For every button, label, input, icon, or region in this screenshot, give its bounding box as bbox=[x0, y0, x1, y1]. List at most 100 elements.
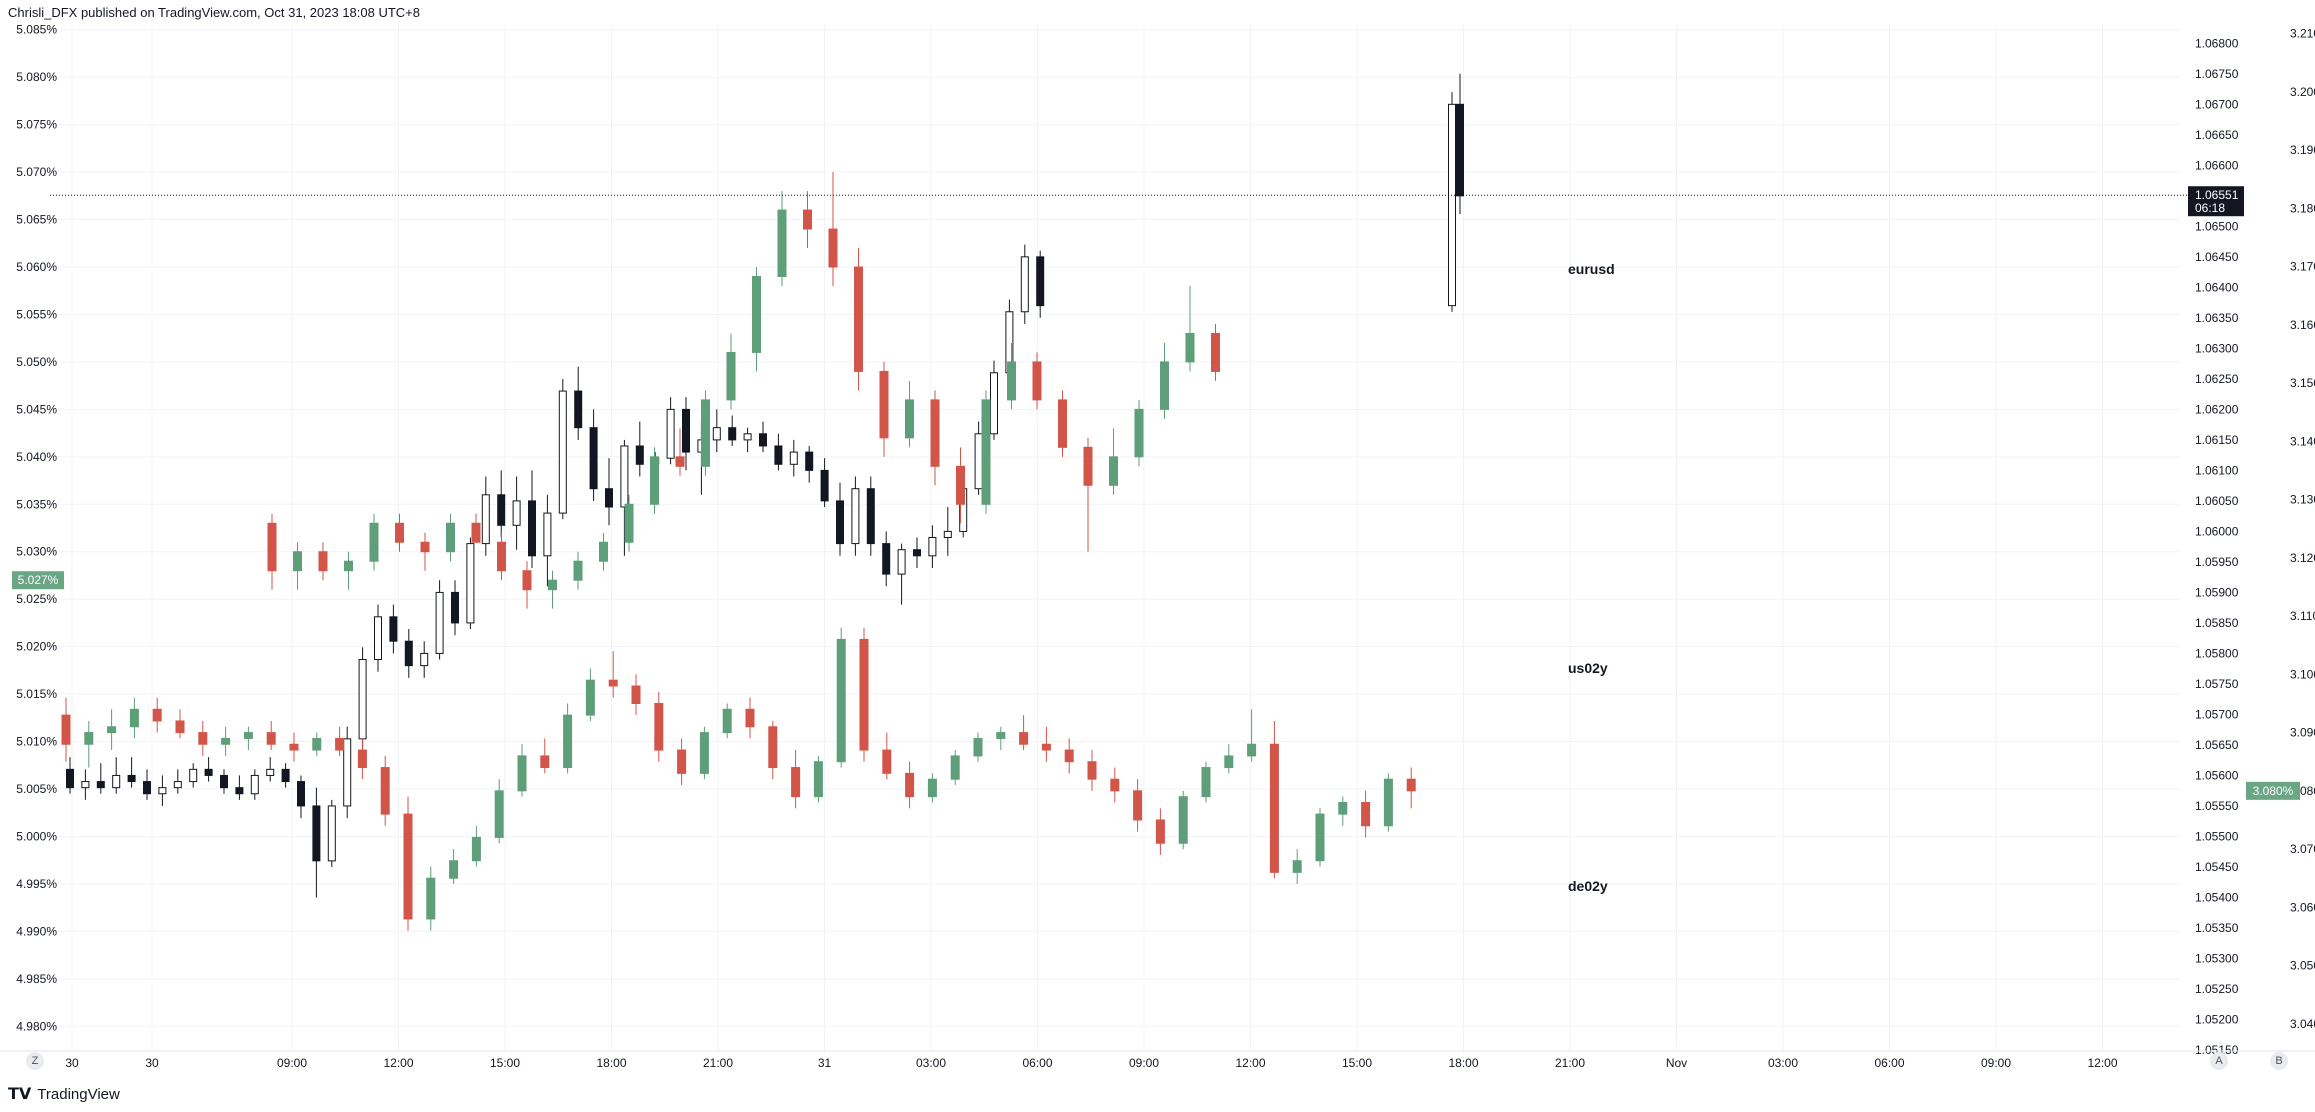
eurusd-candle-body bbox=[712, 427, 721, 441]
us02y-candle-body bbox=[828, 228, 838, 268]
de02y-candle-body bbox=[517, 755, 527, 792]
left-axis-tick-label: 5.010% bbox=[16, 735, 57, 749]
de02y-candle-body bbox=[1269, 743, 1279, 873]
left-axis-tick-label: 5.030% bbox=[16, 545, 57, 559]
de02y-candle-body bbox=[152, 708, 162, 722]
price-axis-tick-label: 1.06700 bbox=[2195, 97, 2239, 111]
price-axis-tick-label: 1.06300 bbox=[2195, 341, 2239, 355]
price-axis-tick-label: 1.06400 bbox=[2195, 280, 2239, 294]
us02y-candle-body bbox=[599, 541, 608, 562]
time-axis-tick-label: 12:00 bbox=[1235, 1056, 1265, 1070]
eurusd-candle-body bbox=[1036, 256, 1045, 307]
eurusd-candle-body bbox=[589, 427, 598, 490]
time-axis-tick-label: 09:00 bbox=[277, 1056, 307, 1070]
us02y-candle-body bbox=[344, 560, 353, 572]
de02y-candle-body bbox=[973, 737, 983, 757]
yield-current-badge bbox=[2246, 781, 2300, 800]
price-axis-tick-label: 1.05750 bbox=[2195, 677, 2239, 691]
de02y-candle-body bbox=[221, 737, 231, 745]
yield-axis-tick-label: 3.110% bbox=[2290, 609, 2315, 623]
yield-axis-tick-label: 3.070% bbox=[2290, 842, 2315, 856]
eurusd-candle-body bbox=[343, 738, 352, 807]
time-axis-tick-label: 30 bbox=[65, 1056, 79, 1070]
eurusd-candle-body bbox=[66, 768, 74, 789]
price-axis-tick-label: 1.05500 bbox=[2195, 829, 2239, 843]
left-current-badge-text: 5.027% bbox=[18, 573, 59, 587]
us02y-candle-body bbox=[803, 209, 812, 230]
us02y-candle-body bbox=[981, 399, 991, 505]
de02y-candle-body bbox=[312, 737, 322, 751]
eurusd-candle-body bbox=[497, 494, 506, 526]
de02y-candle-body bbox=[449, 860, 459, 879]
tradingview-logo-icon: 𝗧𝗩 bbox=[8, 1086, 32, 1103]
eurusd-candle-body bbox=[112, 774, 121, 789]
series-label-eurusd: eurusd bbox=[1568, 261, 1615, 277]
eurusd-candle-body bbox=[897, 549, 906, 575]
left-axis-tick-label: 5.015% bbox=[16, 687, 57, 701]
eurusd-candle-body bbox=[312, 805, 321, 862]
de02y-candle-body bbox=[243, 732, 253, 739]
eurusd-candle-body bbox=[374, 616, 382, 661]
us02y-candle-body bbox=[318, 551, 328, 572]
de02y-candle-body bbox=[494, 790, 504, 838]
yield-axis-tick-label: 3.200% bbox=[2290, 85, 2315, 99]
us02y-candle-body bbox=[675, 456, 685, 467]
eurusd-candle-body bbox=[512, 500, 521, 526]
de02y-candle-body bbox=[905, 772, 915, 798]
time-axis-tick-label: 31 bbox=[818, 1056, 832, 1070]
de02y-candle-body bbox=[677, 749, 687, 774]
time-axis-tick-label: 12:00 bbox=[2087, 1056, 2117, 1070]
eurusd-candle-body bbox=[682, 408, 690, 453]
eurusd-candle-body bbox=[558, 390, 567, 514]
eurusd-candle-body bbox=[173, 781, 182, 789]
eurusd-candle-body bbox=[1020, 256, 1029, 313]
chart-z-button[interactable]: Z bbox=[26, 1052, 44, 1070]
de02y-candle-body bbox=[1133, 790, 1143, 821]
us02y-candle-body bbox=[420, 541, 430, 553]
scale-b-button[interactable]: B bbox=[2270, 1052, 2288, 1070]
de02y-candle-body bbox=[1383, 778, 1393, 827]
left-axis-tick-label: 5.075% bbox=[16, 118, 57, 132]
eurusd-candle-body bbox=[297, 781, 305, 807]
de02y-candle-body bbox=[84, 732, 94, 745]
price-axis-tick-label: 1.05350 bbox=[2195, 921, 2239, 935]
us02y-candle-body bbox=[930, 399, 940, 467]
left-axis-tick-label: 5.035% bbox=[16, 497, 57, 511]
us02y-candle-body bbox=[1109, 456, 1118, 486]
eurusd-candle-body bbox=[836, 500, 844, 545]
eurusd-candle-body bbox=[882, 543, 891, 575]
us02y-candle-body bbox=[267, 522, 277, 572]
us02y-candle-body bbox=[497, 541, 506, 572]
eurusd-candle-body bbox=[204, 768, 213, 776]
de02y-candle-body bbox=[722, 708, 732, 734]
de02y-candle-body bbox=[768, 726, 778, 769]
eurusd-candle-body bbox=[158, 787, 167, 795]
de02y-candle-body bbox=[563, 714, 573, 769]
us02y-candle-body bbox=[650, 456, 659, 505]
us02y-candle-body bbox=[293, 551, 302, 572]
time-axis-tick-label: 06:00 bbox=[1874, 1056, 1904, 1070]
eurusd-candle-body bbox=[620, 445, 629, 508]
series-label-us02y: us02y bbox=[1568, 660, 1608, 676]
time-axis-tick-label: 09:00 bbox=[1129, 1056, 1159, 1070]
eurusd-candle-body bbox=[666, 408, 675, 459]
us02y-candle-body bbox=[1058, 399, 1067, 448]
eurusd-candle-body bbox=[81, 781, 90, 789]
left-axis-tick-label: 5.060% bbox=[16, 260, 57, 274]
price-axis-tick-label: 1.06800 bbox=[2195, 36, 2239, 50]
price-axis-tick-label: 1.05700 bbox=[2195, 707, 2239, 721]
de02y-candle-body bbox=[198, 732, 208, 745]
yield-current-badge-text: 3.080% bbox=[2253, 784, 2294, 798]
de02y-candle-body bbox=[380, 767, 390, 815]
us02y-candle-body bbox=[905, 399, 914, 439]
price-axis-tick-label: 1.05850 bbox=[2195, 616, 2239, 630]
left-axis-tick-label: 5.005% bbox=[16, 782, 57, 796]
de02y-candle-body bbox=[357, 749, 367, 769]
eurusd-candle-body bbox=[250, 774, 259, 795]
de02y-candle-body bbox=[1201, 767, 1211, 798]
footer-brand[interactable]: 𝗧𝗩 TradingView bbox=[8, 1084, 120, 1104]
auto-scale-button[interactable]: A bbox=[2210, 1052, 2228, 1070]
eurusd-candle-body bbox=[235, 787, 244, 795]
us02y-candle-body bbox=[573, 560, 583, 581]
